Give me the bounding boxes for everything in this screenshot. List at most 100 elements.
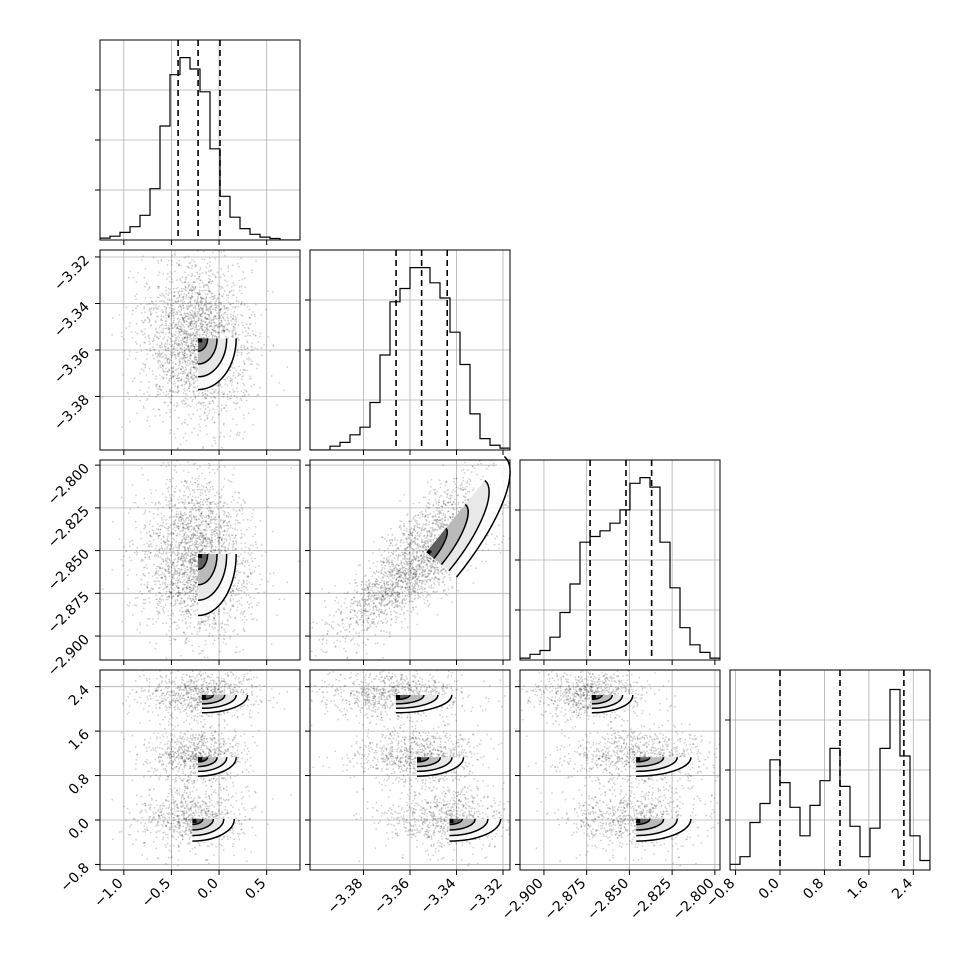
sample-point-2-0-1182 <box>155 528 158 531</box>
sample-point-2-0-808 <box>221 509 224 512</box>
sample-point-2-0-1391 <box>192 534 195 537</box>
sample-point-2-0-2160 <box>241 563 244 566</box>
sample-point-1-0-549 <box>190 354 192 357</box>
sample-point-1-0-1427 <box>157 285 160 288</box>
sample-point-1-0-790 <box>210 322 212 324</box>
sample-point-1-0-862 <box>143 341 146 344</box>
sample-point-2-1-46 <box>398 554 400 557</box>
sample-point-2-0-2059 <box>173 572 176 575</box>
sample-point-2-0-1077 <box>164 575 166 577</box>
sample-point-1-0-758 <box>181 345 183 348</box>
ytick-label-2-3: −2.825 <box>45 503 93 551</box>
sample-point-1-0-1390 <box>199 286 201 288</box>
sample-point-1-0-205 <box>187 377 189 380</box>
sample-point-2-0-2027 <box>188 514 191 517</box>
sample-point-2-0-215 <box>198 488 200 491</box>
sample-point-2-0-341 <box>187 523 190 526</box>
sample-point-2-0-175 <box>190 564 193 567</box>
sample-point-2-0-1499 <box>135 573 138 576</box>
sample-point-1-0-2065 <box>226 328 229 331</box>
sample-point-1-0-928 <box>166 361 169 364</box>
sample-point-1-0-887 <box>181 361 184 364</box>
sample-point-1-0-1609 <box>131 337 134 339</box>
sample-point-2-0-1275 <box>212 612 215 615</box>
sample-point-2-0-527 <box>206 507 209 510</box>
sample-point-2-0-101 <box>170 554 172 556</box>
sample-point-1-0-199 <box>214 302 216 304</box>
sample-point-1-0-913 <box>181 357 184 360</box>
sample-point-1-0-1914 <box>210 325 212 328</box>
sample-point-1-0-924 <box>164 349 167 352</box>
sample-point-2-0-451 <box>187 529 190 531</box>
sample-point-2-0-2193 <box>176 595 179 598</box>
sample-point-1-0-1095 <box>188 305 191 308</box>
sample-point-2-0-2341 <box>196 502 199 505</box>
sample-point-1-0-336 <box>143 393 145 395</box>
sample-point-1-0-442 <box>191 374 194 376</box>
sample-point-2-0-2009 <box>190 568 193 571</box>
sample-point-1-0-2098 <box>220 295 223 297</box>
sample-point-2-0-951 <box>205 543 208 545</box>
sample-point-1-0-2275 <box>236 382 239 385</box>
sample-point-1-0-1745 <box>157 337 160 340</box>
sample-point-2-0-1780 <box>234 528 236 531</box>
sample-point-1-0-277 <box>177 329 180 331</box>
sample-point-1-0-1182 <box>155 308 158 310</box>
sample-point-2-0-79 <box>193 518 196 520</box>
sample-point-1-0-1053 <box>218 323 220 326</box>
sample-point-1-0-2009 <box>190 322 193 324</box>
sample-point-1-0-1807 <box>195 340 198 343</box>
sample-point-1-0-771 <box>234 333 237 335</box>
sample-point-2-0-1588 <box>181 522 184 525</box>
sample-point-2-0-2132 <box>161 525 164 527</box>
sample-point-2-0-1193 <box>172 584 175 586</box>
sample-point-1-0-906 <box>169 432 171 435</box>
sample-point-1-0-1785 <box>128 354 131 357</box>
sample-point-2-0-1796 <box>136 596 139 599</box>
sample-point-2-0-1069 <box>198 550 200 553</box>
sample-point-2-0-1658 <box>219 552 221 555</box>
sample-point-1-0-1456 <box>190 376 193 379</box>
sample-point-1-0-2233 <box>188 317 191 319</box>
sample-point-1-0-187 <box>218 309 220 312</box>
sample-point-1-0-801 <box>194 327 197 329</box>
sample-point-2-0-988 <box>239 562 241 565</box>
sample-point-1-0-2031 <box>178 343 180 345</box>
sample-point-2-0-1177 <box>208 497 210 500</box>
sample-point-1-0-343 <box>199 325 202 328</box>
sample-point-1-0-2386 <box>194 299 196 302</box>
sample-point-2-0-575 <box>161 594 164 597</box>
sample-point-2-0-2379 <box>251 515 254 518</box>
sample-point-1-0-1664 <box>166 359 168 361</box>
sample-point-2-0-1 <box>202 540 205 543</box>
sample-point-1-0-2301 <box>141 321 144 324</box>
sample-point-1-0-1903 <box>148 319 151 321</box>
sample-point-1-0-679 <box>172 375 174 378</box>
sample-point-2-0-346 <box>180 564 182 567</box>
sample-point-1-0-31 <box>181 372 184 375</box>
sample-point-1-0-1377 <box>223 407 226 409</box>
sample-point-1-0-2150 <box>199 300 202 303</box>
sample-point-2-1-22 <box>393 567 396 570</box>
sample-point-2-0-1305 <box>191 632 193 635</box>
sample-point-1-0-636 <box>251 346 254 349</box>
sample-point-1-0-1605 <box>278 382 281 384</box>
sample-point-1-0-676 <box>182 333 185 336</box>
sample-point-1-0-397 <box>200 304 202 306</box>
sample-point-2-0-843 <box>148 641 151 644</box>
sample-point-2-0-547 <box>221 536 224 539</box>
sample-point-2-0-2170 <box>181 592 184 595</box>
sample-point-1-0-2369 <box>156 336 159 338</box>
sample-point-2-0-493 <box>186 527 189 529</box>
sample-point-1-0-2090 <box>204 312 206 315</box>
sample-point-1-0-1717 <box>212 316 215 318</box>
sample-point-1-0-59 <box>207 285 210 288</box>
sample-point-2-0-359 <box>205 527 208 529</box>
sample-point-1-0-977 <box>230 290 233 292</box>
sample-point-1-0-2238 <box>233 319 236 321</box>
sample-point-2-0-1911 <box>238 602 241 605</box>
sample-point-1-0-804 <box>179 347 182 350</box>
sample-point-2-0-93 <box>222 607 225 609</box>
sample-point-1-0-816 <box>240 378 243 381</box>
sample-point-1-0-1157 <box>290 237 292 239</box>
